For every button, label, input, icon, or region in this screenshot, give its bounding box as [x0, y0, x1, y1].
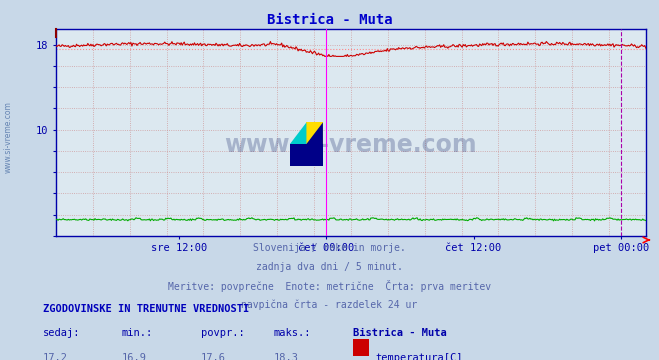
FancyBboxPatch shape [290, 144, 323, 166]
Text: www.si-vreme.com: www.si-vreme.com [225, 133, 477, 157]
Text: www.si-vreme.com: www.si-vreme.com [3, 101, 13, 173]
Text: 17,2: 17,2 [43, 353, 68, 360]
Text: 16,9: 16,9 [122, 353, 147, 360]
Text: Meritve: povprečne  Enote: metrične  Črta: prva meritev: Meritve: povprečne Enote: metrične Črta:… [168, 280, 491, 292]
Text: Slovenija / reke in morje.: Slovenija / reke in morje. [253, 243, 406, 253]
Polygon shape [290, 122, 306, 144]
Text: min.:: min.: [122, 328, 153, 338]
Text: 18,3: 18,3 [273, 353, 299, 360]
Polygon shape [306, 122, 323, 144]
Text: sedaj:: sedaj: [43, 328, 80, 338]
Text: Bistrica - Muta: Bistrica - Muta [353, 328, 446, 338]
Text: navpična črta - razdelek 24 ur: navpična črta - razdelek 24 ur [241, 299, 418, 310]
Text: povpr.:: povpr.: [201, 328, 244, 338]
Text: ZGODOVINSKE IN TRENUTNE VREDNOSTI: ZGODOVINSKE IN TRENUTNE VREDNOSTI [43, 304, 249, 314]
Text: Bistrica - Muta: Bistrica - Muta [267, 13, 392, 27]
Text: zadnja dva dni / 5 minut.: zadnja dva dni / 5 minut. [256, 262, 403, 272]
Text: maks.:: maks.: [273, 328, 311, 338]
Text: 17,6: 17,6 [201, 353, 226, 360]
FancyBboxPatch shape [306, 122, 323, 144]
Text: temperatura[C]: temperatura[C] [376, 353, 463, 360]
